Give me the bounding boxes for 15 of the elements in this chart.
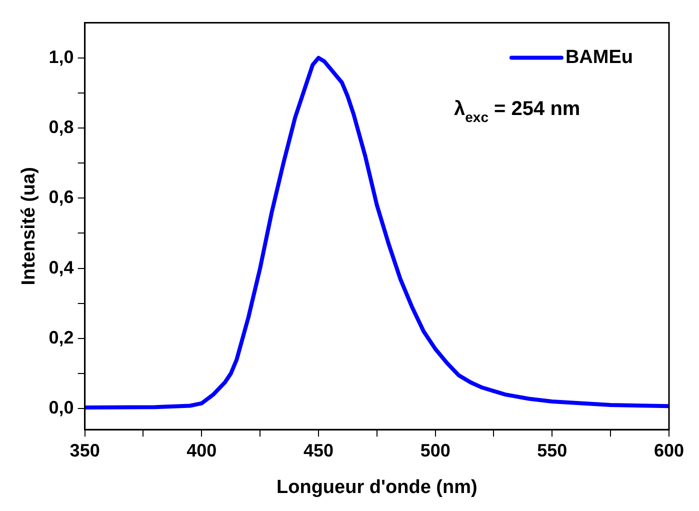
y-tick-label: 0,6 [48, 187, 74, 208]
x-tick-label: 600 [654, 440, 684, 460]
x-axis-title: Longueur d'onde (nm) [276, 476, 478, 498]
y-tick-label: 0,4 [48, 257, 74, 278]
y-axis-title: Intensité (ua) [18, 167, 40, 286]
x-tick-label: 550 [537, 440, 568, 460]
x-tick-label: 350 [70, 440, 100, 460]
x-tick-label: 450 [303, 440, 334, 460]
x-tick-label: 400 [186, 440, 217, 460]
y-tick-label: 0,0 [48, 398, 74, 418]
x-tick-label: 500 [420, 440, 450, 460]
y-tick-label: 0,2 [48, 327, 74, 348]
y-tick-label: 0,8 [48, 116, 74, 137]
legend-label: BAMEu [565, 47, 634, 68]
y-tick-label: 1,0 [48, 46, 74, 67]
